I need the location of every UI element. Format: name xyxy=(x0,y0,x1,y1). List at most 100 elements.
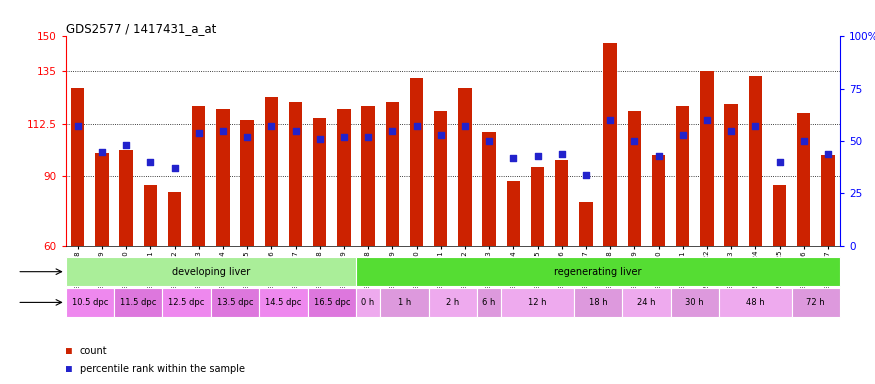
Text: 72 h: 72 h xyxy=(807,298,825,307)
Bar xyxy=(289,102,302,246)
Bar xyxy=(192,106,206,246)
Bar xyxy=(749,76,762,246)
Bar xyxy=(555,160,569,246)
Point xyxy=(361,134,375,140)
Bar xyxy=(501,288,574,317)
Point xyxy=(507,155,521,161)
Bar xyxy=(66,257,356,286)
Bar xyxy=(114,288,163,317)
Bar xyxy=(724,104,738,246)
Point xyxy=(627,138,641,144)
Bar xyxy=(670,288,719,317)
Text: 1 h: 1 h xyxy=(398,298,411,307)
Point xyxy=(192,130,206,136)
Point xyxy=(748,123,762,129)
Point xyxy=(434,132,448,138)
Bar xyxy=(410,78,423,246)
Text: regenerating liver: regenerating liver xyxy=(554,266,641,277)
Bar xyxy=(604,43,617,246)
Bar xyxy=(822,155,835,246)
Text: 30 h: 30 h xyxy=(685,298,704,307)
Point xyxy=(264,123,278,129)
Text: 14.5 dpc: 14.5 dpc xyxy=(265,298,302,307)
Bar xyxy=(652,155,665,246)
Text: developing liver: developing liver xyxy=(172,266,250,277)
Point xyxy=(555,151,569,157)
Bar xyxy=(482,132,496,246)
Bar xyxy=(313,118,326,246)
Bar xyxy=(120,151,133,246)
Bar xyxy=(356,288,381,317)
Bar xyxy=(627,111,641,246)
Point xyxy=(167,165,181,171)
Bar xyxy=(429,288,477,317)
Bar xyxy=(797,113,810,246)
Point xyxy=(797,138,811,144)
Point xyxy=(289,127,303,134)
Point xyxy=(676,132,690,138)
Point xyxy=(724,127,738,134)
Bar xyxy=(676,106,690,246)
Bar xyxy=(434,111,447,246)
Text: 18 h: 18 h xyxy=(589,298,607,307)
Bar xyxy=(71,88,84,246)
Point xyxy=(240,134,254,140)
Bar xyxy=(241,120,254,246)
Text: 13.5 dpc: 13.5 dpc xyxy=(217,298,253,307)
Bar xyxy=(168,192,181,246)
Bar xyxy=(95,153,108,246)
Text: 24 h: 24 h xyxy=(637,298,655,307)
Text: ■: ■ xyxy=(66,346,73,356)
Text: percentile rank within the sample: percentile rank within the sample xyxy=(80,364,245,374)
Point xyxy=(94,149,108,155)
Point xyxy=(216,127,230,134)
Text: 48 h: 48 h xyxy=(746,298,765,307)
Bar xyxy=(264,97,278,246)
Bar xyxy=(216,109,229,246)
Point xyxy=(652,153,666,159)
Point xyxy=(385,127,399,134)
Point xyxy=(312,136,326,142)
Bar xyxy=(144,185,157,246)
Bar xyxy=(66,288,114,317)
Bar xyxy=(356,257,840,286)
Point xyxy=(579,172,593,178)
Text: 0 h: 0 h xyxy=(361,298,374,307)
Point xyxy=(821,151,835,157)
Text: 16.5 dpc: 16.5 dpc xyxy=(313,298,350,307)
Bar xyxy=(773,185,786,246)
Bar xyxy=(477,288,501,317)
Bar xyxy=(308,288,356,317)
Point xyxy=(337,134,351,140)
Point xyxy=(119,142,133,148)
Bar xyxy=(700,71,713,246)
Bar xyxy=(622,288,670,317)
Point xyxy=(482,138,496,144)
Bar xyxy=(507,180,520,246)
Text: 6 h: 6 h xyxy=(482,298,496,307)
Bar xyxy=(381,288,429,317)
Bar xyxy=(211,288,259,317)
Text: count: count xyxy=(80,346,108,356)
Point xyxy=(530,153,544,159)
Point xyxy=(773,159,787,165)
Point xyxy=(458,123,472,129)
Text: 12 h: 12 h xyxy=(528,298,547,307)
Bar xyxy=(579,202,592,246)
Text: GDS2577 / 1417431_a_at: GDS2577 / 1417431_a_at xyxy=(66,22,216,35)
Point xyxy=(410,123,423,129)
Text: 10.5 dpc: 10.5 dpc xyxy=(72,298,108,307)
Text: 2 h: 2 h xyxy=(446,298,459,307)
Bar xyxy=(386,102,399,246)
Text: 11.5 dpc: 11.5 dpc xyxy=(120,298,157,307)
Bar xyxy=(337,109,351,246)
Bar xyxy=(574,288,622,317)
Bar xyxy=(259,288,308,317)
Text: ■: ■ xyxy=(66,364,73,374)
Bar xyxy=(792,288,840,317)
Point xyxy=(603,117,617,123)
Bar xyxy=(163,288,211,317)
Point xyxy=(71,123,85,129)
Bar xyxy=(361,106,374,246)
Bar xyxy=(531,167,544,246)
